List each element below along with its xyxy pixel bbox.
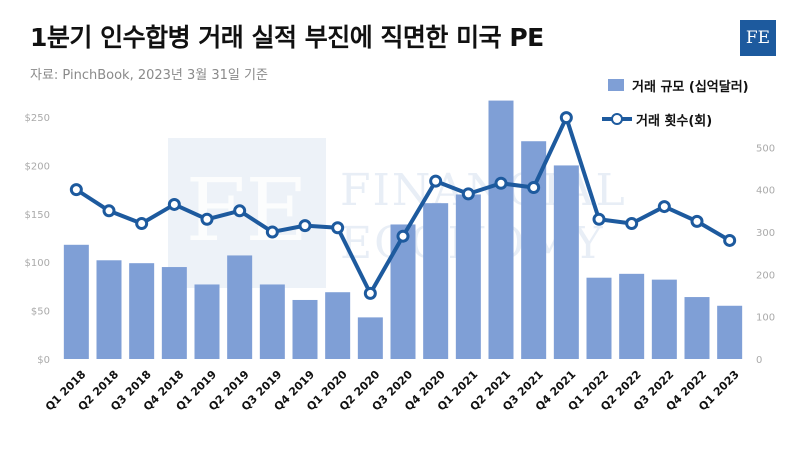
line-marker bbox=[396, 229, 410, 243]
line-marker bbox=[592, 212, 606, 226]
legend-label-volume: 거래 규모 (십억달러) bbox=[632, 79, 749, 95]
bar bbox=[390, 224, 416, 359]
legend-label-count: 거래 횟수(회) bbox=[636, 113, 713, 129]
bar bbox=[161, 267, 187, 359]
left-tick-label: $250 bbox=[25, 113, 50, 124]
bar bbox=[586, 277, 612, 359]
watermark-logo-mark: FE bbox=[186, 161, 308, 261]
source-note: 자료: PinchBook, 2023년 3월 31일 기준 bbox=[30, 68, 268, 83]
legend-item-volume: 거래 규모 (십억달러) bbox=[596, 70, 778, 100]
bar bbox=[455, 194, 481, 359]
right-tick-label: 400 bbox=[756, 186, 775, 197]
bar-series bbox=[63, 100, 743, 359]
line-marker bbox=[429, 174, 443, 188]
bar bbox=[651, 279, 677, 359]
line-marker bbox=[559, 111, 573, 125]
legend-line-swatch bbox=[602, 113, 632, 125]
line-marker bbox=[69, 183, 83, 197]
left-tick-label: $200 bbox=[25, 161, 50, 172]
line-marker bbox=[625, 217, 639, 230]
bar bbox=[717, 305, 743, 359]
bar bbox=[684, 297, 710, 359]
left-tick-label: $50 bbox=[31, 307, 50, 318]
line-marker bbox=[690, 214, 704, 228]
left-axis: $0 $50 $100 $150 $200 $250 bbox=[25, 113, 50, 366]
line-marker bbox=[363, 286, 377, 300]
publisher-logo: FE bbox=[740, 20, 776, 56]
line-marker bbox=[102, 204, 116, 218]
line-marker bbox=[527, 181, 541, 195]
line-marker bbox=[461, 187, 475, 201]
bar bbox=[553, 165, 579, 359]
chart-title: 1분기 인수합병 거래 실적 부진에 직면한 미국 PE bbox=[30, 23, 544, 52]
line-marker bbox=[494, 176, 508, 190]
right-tick-label: 300 bbox=[756, 228, 775, 239]
left-tick-label: $100 bbox=[25, 258, 50, 269]
legend-item-count: 거래 횟수(회) bbox=[596, 104, 778, 134]
bar bbox=[423, 203, 449, 359]
line-marker bbox=[233, 204, 247, 218]
line-series bbox=[69, 111, 737, 300]
bar bbox=[259, 284, 285, 359]
bar bbox=[129, 263, 155, 359]
bar bbox=[521, 141, 547, 359]
line-marker bbox=[265, 225, 279, 239]
left-tick-label: $0 bbox=[37, 355, 50, 366]
bar bbox=[227, 255, 253, 359]
right-axis: 0 100 200 300 400 500 bbox=[756, 143, 775, 366]
right-tick-label: 100 bbox=[756, 313, 775, 324]
line-marker bbox=[657, 200, 671, 214]
bar bbox=[619, 273, 645, 359]
line-marker bbox=[298, 219, 312, 233]
bar bbox=[194, 284, 220, 359]
line-marker bbox=[200, 212, 214, 226]
bar bbox=[292, 299, 318, 359]
legend-bar-swatch bbox=[608, 79, 624, 91]
line-marker bbox=[723, 233, 737, 247]
bar bbox=[357, 317, 383, 359]
left-tick-label: $150 bbox=[25, 210, 50, 221]
legend: 거래 규모 (십억달러) 거래 횟수(회) bbox=[596, 66, 778, 140]
line-marker bbox=[331, 221, 345, 235]
bar bbox=[63, 244, 89, 359]
right-tick-label: 500 bbox=[756, 143, 775, 154]
line-marker bbox=[167, 197, 181, 211]
right-tick-label: 200 bbox=[756, 270, 775, 281]
bar bbox=[96, 260, 122, 359]
line-marker bbox=[135, 217, 149, 230]
right-tick-label: 0 bbox=[756, 355, 762, 366]
bar bbox=[488, 100, 514, 359]
bar bbox=[325, 292, 351, 359]
